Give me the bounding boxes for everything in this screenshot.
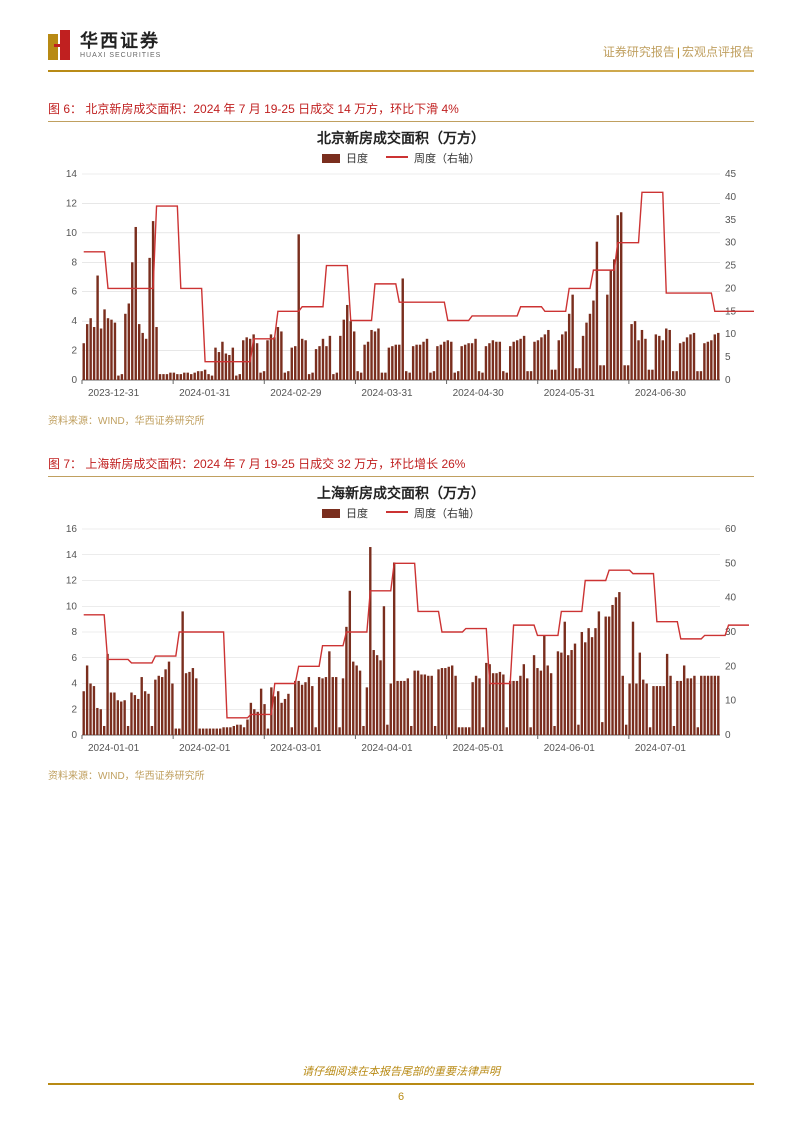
chart-6-title: 北京新房成交面积（万方） [48,128,754,148]
legend-daily: 日度 [322,505,368,521]
fig7-label: 图 7： [48,457,82,471]
svg-text:40: 40 [725,593,737,604]
svg-text:50: 50 [725,558,737,569]
fig6-caption-text: 北京新房成交面积：2024 年 7 月 19-25 日成交 14 万方，环比下滑… [85,102,458,116]
svg-text:14: 14 [66,550,78,561]
svg-text:0: 0 [71,730,77,741]
page-header: 华西证券 HUAXI SECURITIES 证券研究报告|宏观点评报告 [48,30,754,66]
figure-6-source: 资料来源：WIND，华西证券研究所 [48,412,754,427]
figure-7: 图 7： 上海新房成交面积：2024 年 7 月 19-25 日成交 32 万方… [48,455,754,782]
line-swatch-icon [386,156,408,158]
svg-text:12: 12 [66,576,78,587]
header-rule [48,70,754,72]
fig6-label: 图 6： [48,102,82,116]
figure-6: 图 6： 北京新房成交面积：2024 年 7 月 19-25 日成交 14 万方… [48,100,754,427]
legend-weekly-label: 周度（右轴） [414,505,480,521]
svg-text:10: 10 [725,329,737,340]
svg-text:5: 5 [725,352,731,363]
svg-text:2024-04-30: 2024-04-30 [453,388,505,399]
svg-text:2024-02-01: 2024-02-01 [179,743,231,754]
chart-7-legend: 日度 周度（右轴） [48,505,754,521]
svg-text:2024-05-31: 2024-05-31 [544,388,596,399]
svg-text:40: 40 [725,192,737,203]
svg-text:45: 45 [725,169,737,180]
svg-text:2024-03-31: 2024-03-31 [361,388,413,399]
svg-text:2024-06-30: 2024-06-30 [635,388,687,399]
svg-text:2024-04-01: 2024-04-01 [361,743,413,754]
svg-text:16: 16 [66,524,78,535]
svg-text:2024-01-01: 2024-01-01 [88,743,140,754]
legend-weekly: 周度（右轴） [386,505,480,521]
page-footer: 请仔细阅读在本报告尾部的重要法律声明 6 [48,1063,754,1103]
svg-text:4: 4 [71,679,77,690]
chart-6-svg: 024681012140510152025303540452023-12-312… [48,168,754,408]
bar-swatch-icon [322,509,340,518]
svg-text:2024-07-01: 2024-07-01 [635,743,687,754]
svg-text:25: 25 [725,261,737,272]
fig7-caption-text: 上海新房成交面积：2024 年 7 月 19-25 日成交 32 万方，环比增长… [85,457,465,471]
svg-text:2023-12-31: 2023-12-31 [88,388,140,399]
chart-7-title: 上海新房成交面积（万方） [48,483,754,503]
doc-type-b: 宏观点评报告 [682,45,754,59]
svg-text:20: 20 [725,283,737,294]
svg-text:35: 35 [725,215,737,226]
svg-text:20: 20 [725,661,737,672]
svg-text:0: 0 [71,375,77,386]
figure-7-source: 资料来源：WIND，华西证券研究所 [48,767,754,782]
logo-name-en: HUAXI SECURITIES [80,52,161,59]
legend-daily: 日度 [322,150,368,166]
line-swatch-icon [386,511,408,513]
figure-7-caption: 图 7： 上海新房成交面积：2024 年 7 月 19-25 日成交 32 万方… [48,455,754,476]
svg-text:60: 60 [725,524,737,535]
legend-daily-label: 日度 [346,505,368,521]
svg-text:0: 0 [725,730,731,741]
logo-icon [48,30,74,60]
logo-name-cn: 华西证券 [80,32,161,50]
svg-text:2: 2 [71,346,77,357]
header-doc-type: 证券研究报告|宏观点评报告 [603,43,754,60]
svg-text:2024-05-01: 2024-05-01 [453,743,505,754]
svg-text:6: 6 [71,653,77,664]
svg-text:4: 4 [71,316,77,327]
svg-text:2024-06-01: 2024-06-01 [544,743,596,754]
legend-weekly: 周度（右轴） [386,150,480,166]
svg-text:2024-02-29: 2024-02-29 [270,388,322,399]
bar-swatch-icon [322,154,340,163]
svg-text:0: 0 [725,375,731,386]
disclaimer: 请仔细阅读在本报告尾部的重要法律声明 [48,1063,754,1079]
chart-7-svg: 024681012141601020304050602024-01-012024… [48,523,754,763]
svg-text:2024-01-31: 2024-01-31 [179,388,231,399]
svg-text:12: 12 [66,198,78,209]
svg-text:2: 2 [71,704,77,715]
logo-block: 华西证券 HUAXI SECURITIES [48,30,161,60]
chart-6-legend: 日度 周度（右轴） [48,150,754,166]
svg-text:10: 10 [725,696,737,707]
svg-text:10: 10 [66,228,78,239]
svg-text:30: 30 [725,238,737,249]
page-number: 6 [48,1091,754,1103]
svg-text:10: 10 [66,601,78,612]
svg-text:6: 6 [71,287,77,298]
svg-text:14: 14 [66,169,78,180]
legend-daily-label: 日度 [346,150,368,166]
legend-weekly-label: 周度（右轴） [414,150,480,166]
svg-text:2024-03-01: 2024-03-01 [270,743,322,754]
svg-text:8: 8 [71,257,77,268]
doc-type-a: 证券研究报告 [603,45,675,59]
svg-text:8: 8 [71,627,77,638]
figure-6-caption: 图 6： 北京新房成交面积：2024 年 7 月 19-25 日成交 14 万方… [48,100,754,121]
